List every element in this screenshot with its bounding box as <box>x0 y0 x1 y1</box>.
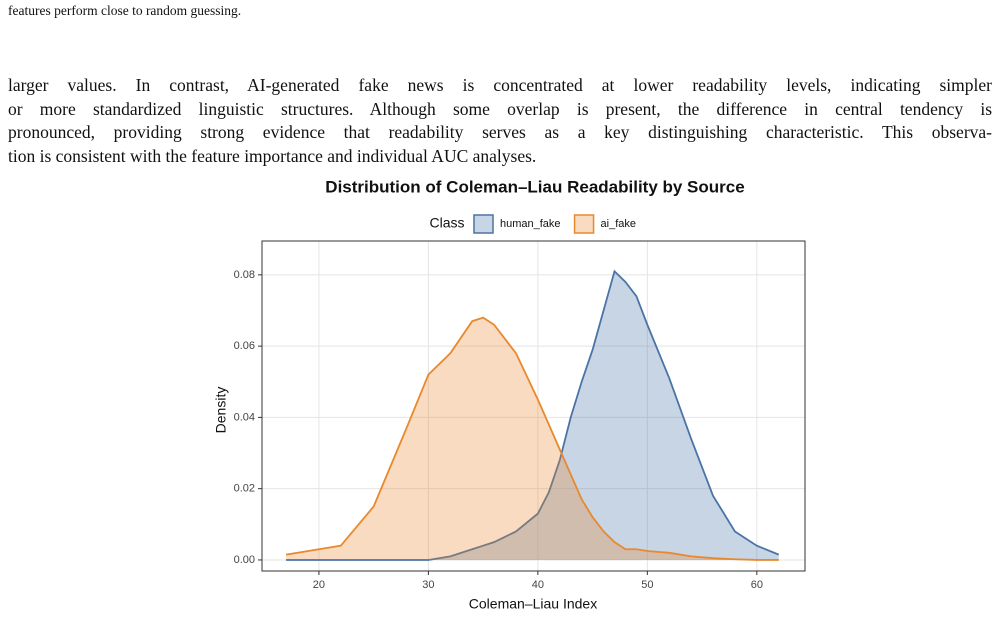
text-line: or more standardized linguistic structur… <box>8 98 992 119</box>
x-tick-label: 50 <box>641 579 653 591</box>
text-line: tion is consistent with the feature impo… <box>8 145 537 166</box>
y-tick-label: 0.02 <box>234 483 255 495</box>
density-line <box>286 269 780 561</box>
chart-title: Distribution of Coleman–Liau Readability… <box>325 177 744 196</box>
y-tick-label: 0.06 <box>234 340 255 352</box>
legend-swatch <box>473 214 494 234</box>
x-tick-label: 60 <box>751 579 763 591</box>
legend-label: human_fake <box>500 218 561 230</box>
x-tick-label: 30 <box>422 579 434 591</box>
paragraph: larger values. In contrast, AI-generated… <box>8 74 992 168</box>
legend-title: Class <box>429 215 464 231</box>
x-tick-label: 40 <box>532 579 544 591</box>
y-axis-label: Density <box>213 387 229 434</box>
y-tick-label: 0.04 <box>234 411 255 423</box>
y-tick-label: 0.00 <box>234 554 255 566</box>
text-line: larger values. In contrast, AI-generated… <box>8 75 992 95</box>
density-line <box>285 316 779 561</box>
x-axis-label: Coleman–Liau Index <box>469 596 597 612</box>
density-area <box>286 317 779 560</box>
legend-swatch <box>573 214 595 234</box>
text-line: pronounced, providing strong evidence th… <box>8 122 992 142</box>
legend-label: ai_fake <box>601 218 636 230</box>
plot-panel <box>262 241 805 571</box>
density-area <box>286 271 779 560</box>
caption: features perform close to random guessin… <box>8 3 242 18</box>
plot-border <box>261 240 806 572</box>
y-tick-label: 0.08 <box>234 269 255 281</box>
x-tick-label: 20 <box>313 579 325 591</box>
